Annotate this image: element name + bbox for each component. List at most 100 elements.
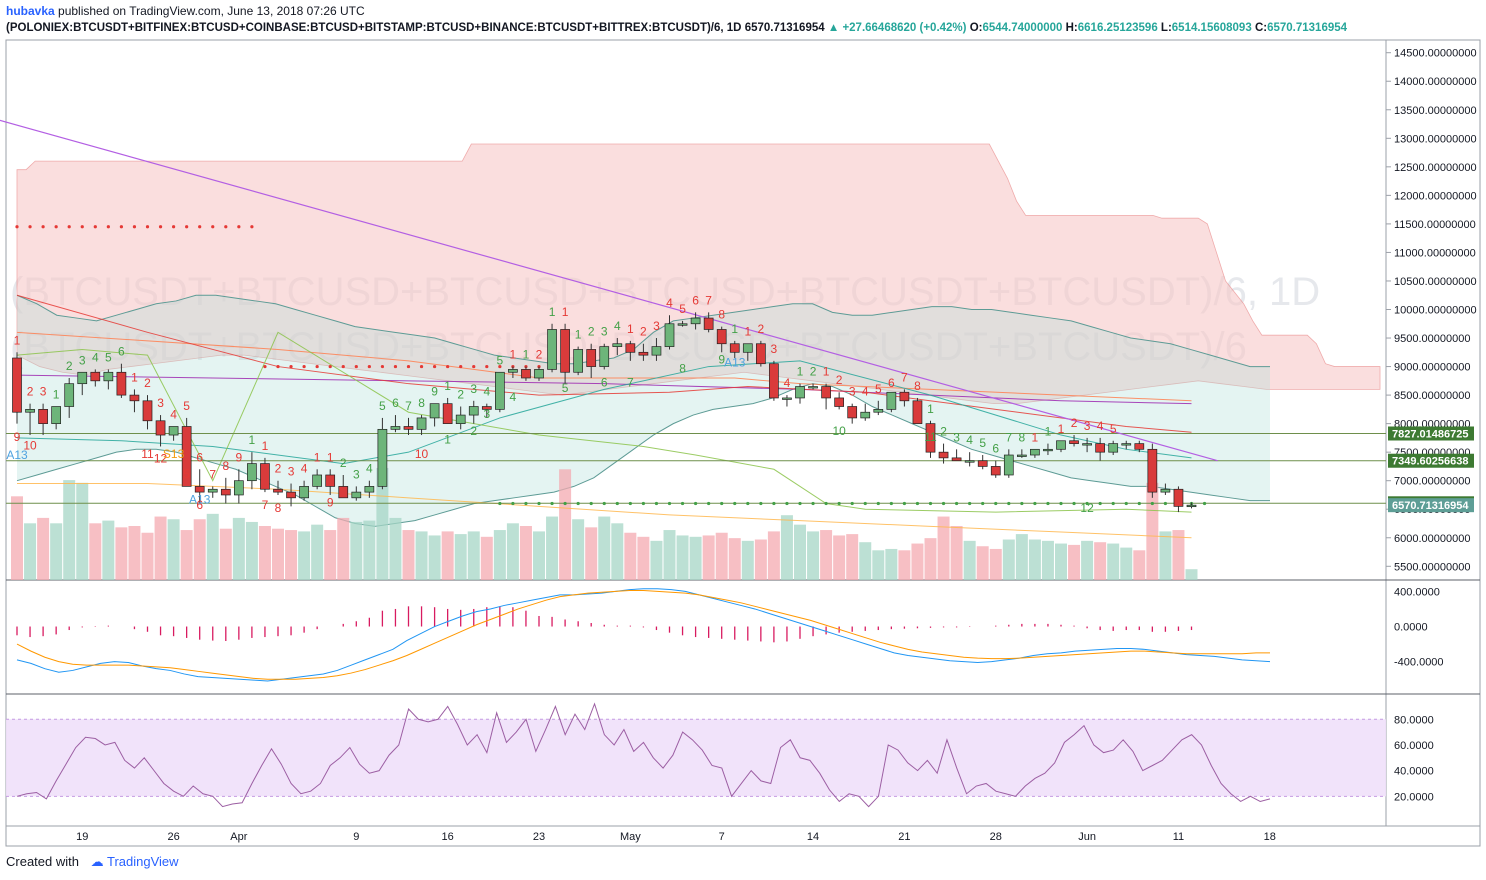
- support-dot: [772, 501, 776, 506]
- time-tick-label: 21: [898, 831, 910, 843]
- candle-down: [286, 491, 296, 499]
- support-dot: [1033, 501, 1037, 506]
- td-sequential-count: 3: [40, 385, 47, 399]
- volume-bar: [898, 550, 911, 580]
- td-countdown-label: 2: [470, 424, 477, 438]
- volume-bar: [572, 519, 585, 580]
- support-dot: [902, 501, 907, 506]
- candle-up: [599, 346, 610, 367]
- td-sequential-count: 4: [966, 433, 973, 447]
- price-tick-label: 9000.00000000: [1394, 362, 1470, 374]
- support-dot: [837, 501, 841, 506]
- td-countdown-label: 12: [1080, 501, 1094, 515]
- volume-bar: [820, 530, 833, 580]
- tradingview-link[interactable]: TradingView: [107, 854, 179, 869]
- volume-bar: [89, 523, 102, 580]
- support-dot: [889, 501, 893, 506]
- candle-up: [1082, 443, 1092, 446]
- td-sequential-count: 3: [653, 319, 660, 333]
- resistance-dot: [472, 364, 476, 369]
- td-sequential-count: 5: [379, 399, 386, 413]
- td-sequential-count: 1: [249, 433, 256, 447]
- resistance-dot: [158, 225, 163, 229]
- td-sequential-count: 5: [679, 302, 686, 316]
- td-sequential-count: 8: [914, 379, 921, 393]
- td-sequential-count: 4: [483, 385, 490, 399]
- support-dot: [863, 501, 867, 506]
- td-sequential-count: 5: [497, 353, 504, 367]
- candle-up: [416, 417, 427, 430]
- price-badge-label: 7349.60256638: [1392, 456, 1468, 468]
- resistance-dot: [341, 364, 345, 369]
- td-sequential-count: 5: [183, 399, 190, 413]
- high-value: 6616.25123596: [1077, 22, 1158, 34]
- volume-bar: [624, 532, 637, 580]
- support-dot: [1124, 501, 1128, 506]
- resistance-dot: [237, 225, 241, 229]
- td-countdown-label: 5: [183, 467, 190, 481]
- author-link[interactable]: hubavka: [6, 4, 55, 18]
- candle-up: [1108, 443, 1119, 453]
- volume-bar: [741, 540, 754, 580]
- candle-up: [168, 426, 179, 436]
- td-sequential-count: 3: [601, 325, 608, 339]
- candle-down: [586, 349, 597, 367]
- volume-bar: [363, 520, 376, 580]
- td-sequential-count: 7: [901, 370, 908, 384]
- price-tick-label: 13500.00000000: [1394, 105, 1477, 117]
- candle-up: [1121, 443, 1132, 446]
- created-with-text: Created with: [6, 854, 79, 869]
- volume-bar: [493, 530, 506, 580]
- close-value: 6570.71316954: [1267, 22, 1348, 34]
- tradingview-cloud-icon: ☁: [90, 854, 104, 869]
- candle-up: [534, 369, 544, 379]
- candle-up: [207, 488, 218, 493]
- td-sequential-count: 4: [301, 462, 308, 476]
- td-sequential-count: 3: [470, 382, 477, 396]
- candle-up: [77, 371, 88, 385]
- volume-bar: [415, 531, 428, 580]
- td-sequential-count: 3: [353, 467, 360, 481]
- td-sequential-count: 1: [131, 370, 138, 384]
- candle-up: [390, 426, 401, 430]
- candle-down: [325, 474, 336, 487]
- candle-down: [951, 457, 962, 462]
- resistance-dot: [198, 225, 202, 229]
- support-dot: [850, 501, 854, 506]
- volume-bar: [1002, 539, 1015, 580]
- moving-average-line: [16, 374, 1192, 405]
- price-badge: [1388, 498, 1474, 513]
- td-sequential-count: 3: [288, 465, 295, 479]
- support-dot: [720, 501, 724, 506]
- volume-bar: [50, 523, 63, 580]
- td-sequential-count: 2: [640, 325, 647, 339]
- td-sequential-count: 1: [314, 450, 321, 464]
- td-sequential-count: 2: [27, 385, 34, 399]
- support-dot: [654, 501, 659, 506]
- td-sequential-count: 4: [666, 296, 673, 310]
- resistance-dot: [485, 364, 489, 369]
- candle-up: [1160, 488, 1171, 493]
- support-dot: [1072, 501, 1076, 506]
- volume-bar: [519, 526, 532, 580]
- support-dot: [1046, 501, 1050, 506]
- volume-bar: [298, 531, 311, 580]
- resistance-dot: [393, 364, 398, 369]
- price-badge: [1388, 426, 1474, 441]
- candle-down: [977, 460, 988, 467]
- support-dot: [968, 501, 972, 506]
- volume-bar: [754, 539, 767, 580]
- change-up-icon: ▲: [827, 22, 840, 34]
- volume-bar: [663, 530, 676, 580]
- price-badge: [1388, 453, 1474, 468]
- symbol-name[interactable]: (POLONIEX:BTCUSDT+BITFINEX:BTCUSD+COINBA…: [6, 22, 742, 34]
- td-sequential-count: 6: [692, 293, 699, 307]
- td-sequential-count: 2: [144, 376, 151, 390]
- support-dot: [1059, 501, 1063, 506]
- td-sequential-count: 1: [327, 450, 334, 464]
- td-sequential-count: 1: [14, 333, 21, 347]
- candle-down: [625, 343, 636, 353]
- candle-down: [912, 400, 923, 424]
- support-dot: [746, 501, 750, 506]
